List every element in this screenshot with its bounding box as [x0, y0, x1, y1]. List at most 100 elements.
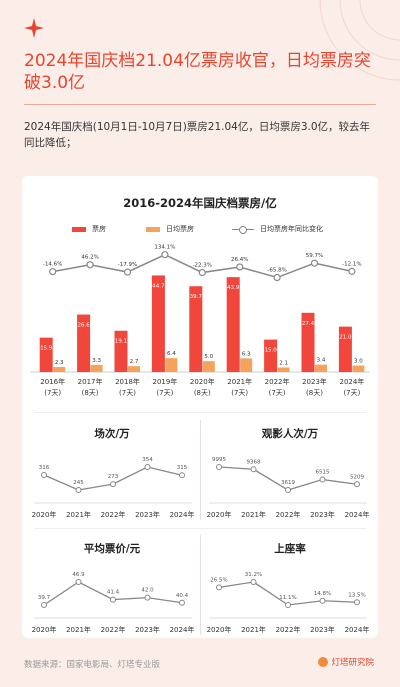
- x-tick-label-year: 2022年: [265, 377, 290, 386]
- data-label: 13.5%: [348, 592, 365, 598]
- yoy-point-label: -22.3%: [193, 263, 212, 269]
- bar-box-office: [264, 339, 278, 372]
- section-divider-2: [34, 528, 366, 529]
- data-point: [144, 464, 151, 470]
- data-point: [250, 579, 257, 585]
- x-tick-label: 2020年: [32, 625, 57, 634]
- yoy-point: [198, 268, 206, 277]
- yoy-point: [86, 261, 94, 269]
- page-title: 2024年国庆档21.04亿票房收官，日均票房突破3.0亿: [24, 51, 371, 93]
- bar-daily: [128, 366, 140, 372]
- x-tick-label: 2021年: [66, 625, 91, 634]
- yoy-point-label: 26.4%: [231, 257, 248, 263]
- data-point: [179, 472, 185, 479]
- x-tick-label-days: (7天): [44, 389, 61, 397]
- legend-label-daily: 日均票房: [166, 225, 194, 233]
- data-point: [250, 466, 257, 473]
- legend-swatch-yoy: [232, 225, 254, 234]
- x-tick-label-days: (8天): [194, 389, 211, 397]
- admissions-line-chart: 9995 2020年 9368 2021年 3619 2022年 6515 2023年 5209…: [207, 457, 370, 519]
- data-label: 14.8%: [314, 591, 331, 597]
- data-point: [110, 481, 116, 488]
- data-label: 3619: [281, 480, 295, 486]
- data-point: [75, 579, 82, 585]
- data-point: [319, 476, 326, 483]
- series-line: [218, 466, 358, 491]
- x-tick-label: 2023年: [135, 625, 160, 634]
- data-point: [319, 597, 326, 604]
- yoy-point: [236, 263, 244, 271]
- legend-item-daily: 日均票房: [146, 224, 194, 234]
- data-label: 42.0: [141, 588, 154, 594]
- bar-label-daily: 2.3: [55, 360, 64, 366]
- data-label: 41.4: [107, 590, 120, 596]
- yoy-point: [273, 273, 281, 282]
- yoy-point-label: -12.1%: [342, 261, 361, 267]
- bar-box-office: [338, 326, 352, 372]
- data-label: 9995: [212, 457, 226, 463]
- data-point: [354, 481, 360, 488]
- x-tick-label-year: 2019年: [152, 377, 177, 386]
- x-tick-label: 2022年: [276, 510, 301, 519]
- brand-name: 灯塔研究院: [331, 658, 374, 668]
- x-tick-label: 2023年: [310, 510, 335, 519]
- data-point: [179, 599, 185, 606]
- title-divider: [24, 104, 376, 105]
- bar-daily: [352, 365, 365, 372]
- bar-label-daily: 3.0: [354, 359, 363, 365]
- yoy-point-label: 59.7%: [306, 253, 323, 259]
- bar-label-box-office: 39.7: [190, 294, 203, 300]
- data-label: 273: [108, 474, 119, 480]
- screenings-line-chart: 316 2020年 245 2021年 273 2022年 354 2023年 315 2024年: [32, 457, 195, 519]
- occupancy-title: 上座率: [274, 543, 306, 555]
- x-tick-label: 2023年: [310, 625, 335, 634]
- bar-label-box-office: 15.9: [40, 346, 53, 352]
- bar-label-daily: 3.4: [317, 358, 326, 364]
- x-tick-label-year: 2024年: [339, 377, 364, 386]
- data-label: 316: [39, 465, 50, 471]
- yoy-point: [161, 251, 169, 259]
- screenings-title: 场次/万: [94, 428, 130, 440]
- x-tick-label-year: 2018年: [115, 377, 140, 386]
- yoy-point: [310, 259, 319, 267]
- bar-box-office: [77, 314, 91, 372]
- section-divider-1: [34, 412, 366, 413]
- brand-mark: 灯塔研究院: [318, 656, 374, 668]
- data-label: 40.4: [176, 593, 189, 599]
- data-label: 11.1%: [279, 595, 296, 601]
- legend-label-box-office: 票房: [92, 225, 106, 233]
- data-point: [110, 596, 116, 603]
- x-tick-label-year: 2021年: [227, 377, 252, 386]
- legend-swatch-daily: [146, 226, 160, 232]
- legend-swatch-box-office: [72, 226, 86, 232]
- x-tick-label-year: 2017年: [78, 377, 103, 386]
- x-tick-label: 2022年: [276, 625, 301, 634]
- yoy-point: [123, 268, 132, 276]
- bar-box-office: [39, 337, 53, 372]
- data-label: 9368: [247, 459, 261, 465]
- yoy-point-label: 134.1%: [154, 245, 175, 251]
- bar-daily: [240, 358, 253, 372]
- data-label: 31.2%: [245, 572, 262, 578]
- bar-label-box-office: 15.0: [264, 348, 277, 354]
- occupancy-line-chart: 26.5% 2020年 31.2% 2021年 11.1% 2022年 14.8% 2023年…: [207, 572, 370, 634]
- data-point: [216, 464, 222, 470]
- column-divider-1: [200, 420, 201, 520]
- bar-daily: [315, 364, 327, 372]
- series-line: [218, 581, 358, 606]
- data-label: 46.9: [72, 572, 85, 578]
- data-label: 39.7: [38, 595, 51, 601]
- data-point: [354, 599, 360, 606]
- bar-daily: [53, 367, 66, 372]
- bar-box-office: [301, 312, 315, 372]
- bar-box-office: [226, 277, 240, 372]
- bar-box-office: [189, 286, 203, 372]
- data-source: 数据来源：国家电影局、灯塔专业版: [24, 660, 161, 670]
- bar-label-daily: 5.0: [204, 354, 213, 360]
- main-chart-title: 2016-2024年国庆档票房/亿: [123, 196, 277, 210]
- x-tick-label: 2020年: [32, 510, 57, 519]
- x-tick-label: 2021年: [66, 510, 91, 519]
- admissions-title: 观影人次/万: [261, 428, 319, 440]
- legend-label-yoy: 日均票房年同比变化: [260, 225, 323, 233]
- avg-price-title: 平均票价/元: [83, 543, 141, 555]
